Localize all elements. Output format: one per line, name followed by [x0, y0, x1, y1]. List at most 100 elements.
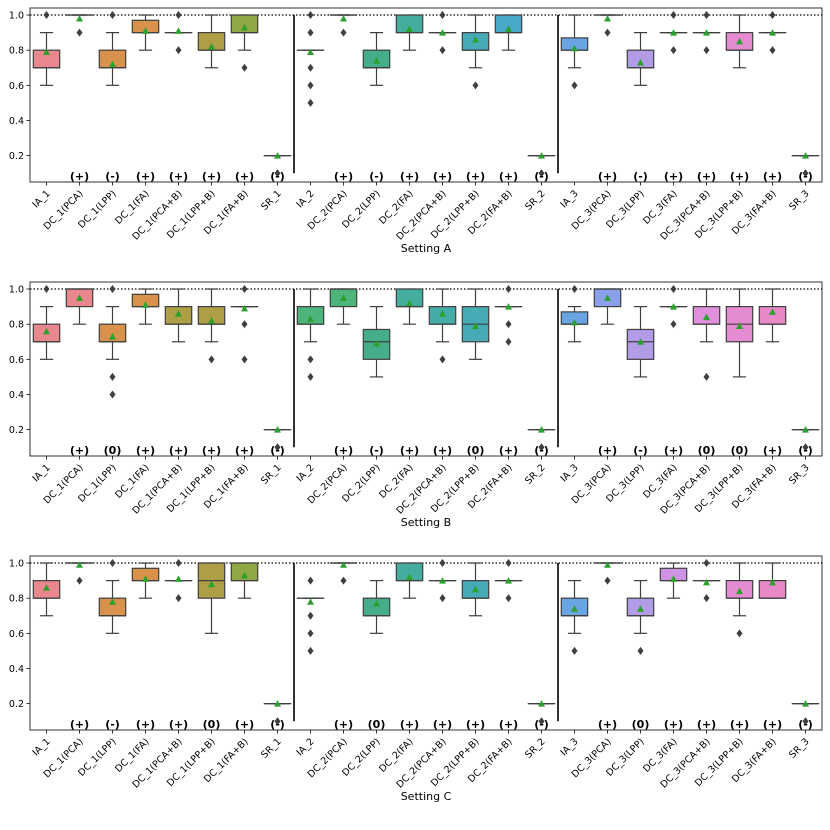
box-group: (+): [395, 288, 424, 457]
x-tick-label: IA_2: [295, 462, 317, 484]
box-group: (-): [527, 700, 556, 731]
box-group: (+): [428, 288, 457, 457]
outlier-marker: [802, 443, 809, 452]
significance-label: (-): [270, 444, 285, 457]
box-group: (-): [791, 426, 820, 457]
mean-marker: [505, 25, 512, 33]
outlier-marker: [505, 320, 512, 329]
outlier-marker: [307, 372, 314, 381]
axes-frame: [29, 555, 823, 731]
box-group: [560, 580, 589, 655]
outlier-marker: [538, 717, 545, 726]
box-group: (0): [197, 562, 226, 731]
x-tick-label: IA_2: [295, 188, 317, 210]
box-group: (-): [98, 11, 127, 183]
box-group: (+): [329, 561, 358, 731]
significance-label: (+): [598, 718, 617, 731]
box-group: [560, 14, 589, 90]
box-group: (+): [725, 14, 754, 183]
chart-panel-2: IA_1(+)DC_1(PCA)(0)DC_1(LPP)(+)DC_1(FA)(…: [9, 281, 823, 529]
outlier-marker: [175, 46, 182, 55]
mean-marker: [274, 700, 281, 707]
outlier-marker: [307, 98, 314, 107]
x-tick-label: IA_3: [559, 736, 581, 758]
chart-panel-3: IA_1(+)DC_1(PCA)(-)DC_1(LPP)(+)DC_1(FA)(…: [9, 555, 823, 803]
box-group: (+): [164, 11, 193, 183]
mean-marker: [274, 152, 281, 159]
significance-label: (-): [798, 444, 813, 457]
box-group: (+): [692, 559, 721, 731]
box-group: (+): [131, 562, 160, 731]
outlier-marker: [571, 285, 578, 294]
mean-marker: [307, 315, 314, 322]
box-group: (+): [659, 285, 688, 457]
x-tick-label: IA_1: [31, 736, 53, 758]
outlier-marker: [505, 337, 512, 346]
box-group: (-): [362, 306, 391, 457]
outlier-marker: [736, 629, 743, 638]
y-tick-label: 1.0: [9, 285, 24, 296]
significance-label: (+): [499, 718, 518, 731]
outlier-marker: [538, 169, 545, 178]
significance-label: (0): [632, 718, 650, 731]
outlier-marker: [241, 63, 248, 72]
significance-label: (-): [798, 718, 813, 731]
significance-label: (+): [70, 718, 89, 731]
significance-label: (-): [633, 444, 648, 457]
significance-label: (+): [730, 170, 749, 183]
box-group: (0): [626, 580, 655, 731]
outlier-marker: [241, 285, 248, 294]
box-group: (-): [362, 32, 391, 183]
mean-marker: [373, 57, 380, 64]
outlier-marker: [307, 11, 314, 20]
significance-label: (+): [499, 444, 518, 457]
mean-marker: [175, 27, 182, 34]
significance-label: (-): [534, 170, 549, 183]
significance-label: (+): [697, 170, 716, 183]
x-tick-label: SR_1: [259, 188, 283, 212]
x-tick-label: IA_2: [295, 736, 317, 758]
outlier-marker: [571, 646, 578, 655]
outlier-marker: [670, 285, 677, 294]
box-group: (0): [362, 580, 391, 731]
significance-label: (+): [235, 444, 254, 457]
mean-marker: [109, 60, 116, 68]
mean-marker: [439, 29, 446, 36]
outlier-marker: [538, 443, 545, 452]
x-tick-label: SR_3: [787, 188, 811, 212]
outlier-marker: [340, 576, 347, 585]
mean-marker: [142, 301, 149, 308]
x-tick-label: SR_1: [259, 736, 283, 760]
box-group: (+): [197, 288, 226, 457]
significance-label: (+): [202, 170, 221, 183]
mean-marker: [340, 561, 347, 568]
mean-marker: [538, 700, 545, 707]
x-tick-label: SR_1: [259, 462, 283, 486]
box-group: (+): [461, 14, 490, 183]
axes-frame: [29, 281, 823, 457]
mean-marker: [637, 58, 644, 66]
x-axis-label: Setting A: [401, 242, 452, 255]
x-axis-label: Setting B: [401, 516, 451, 529]
mean-marker: [637, 338, 644, 345]
mean-marker: [703, 313, 710, 321]
mean-marker: [769, 578, 776, 586]
mean-marker: [76, 561, 83, 568]
box-group: (+): [329, 288, 358, 457]
box-group: (+): [230, 562, 259, 731]
significance-label: (-): [270, 718, 285, 731]
significance-label: (+): [598, 444, 617, 457]
box-group: (0): [692, 288, 721, 457]
mean-marker: [43, 48, 50, 55]
outlier-marker: [604, 576, 611, 585]
significance-label: (-): [633, 170, 648, 183]
y-tick-label: 0.6: [9, 81, 24, 92]
significance-label: (0): [104, 444, 122, 457]
mean-marker: [175, 310, 182, 317]
box-group: (+): [329, 14, 358, 183]
significance-label: (-): [369, 170, 384, 183]
box-group: [32, 285, 61, 360]
mean-marker: [241, 23, 248, 31]
box-group: (+): [230, 285, 259, 457]
outlier-marker: [769, 11, 776, 20]
